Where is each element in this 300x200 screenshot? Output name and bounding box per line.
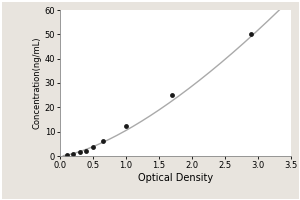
X-axis label: Optical Density: Optical Density (138, 173, 213, 183)
Y-axis label: Concentration(ng/mL): Concentration(ng/mL) (33, 37, 42, 129)
